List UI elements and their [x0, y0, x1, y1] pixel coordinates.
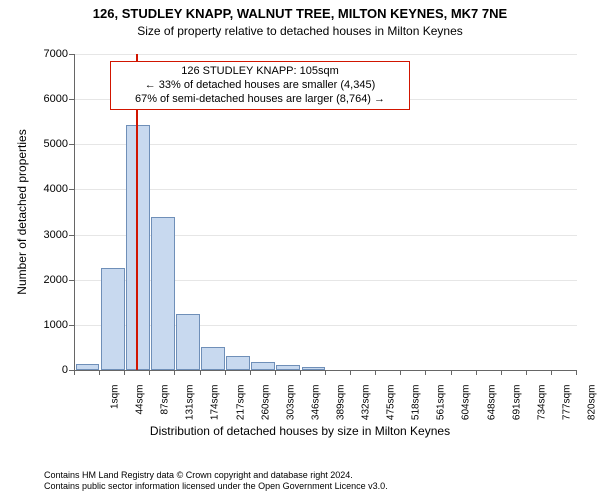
histogram-bar [76, 364, 100, 370]
y-axis-label: Number of detached properties [15, 129, 29, 294]
y-tick [69, 189, 74, 190]
x-tick [250, 370, 251, 375]
annotation-line: 126 STUDLEY KNAPP: 105sqm [117, 65, 403, 79]
histogram-bar [176, 314, 200, 370]
y-tick [69, 99, 74, 100]
y-tick-label: 7000 [44, 48, 68, 60]
x-tick [425, 370, 426, 375]
x-tick [350, 370, 351, 375]
chart-title-line1: 126, STUDLEY KNAPP, WALNUT TREE, MILTON … [0, 6, 600, 21]
y-tick-label: 0 [62, 364, 68, 376]
histogram-bar [101, 268, 125, 370]
x-tick-label: 44sqm [135, 385, 146, 429]
y-tick-label: 5000 [44, 138, 68, 150]
x-tick-label: 691sqm [511, 385, 522, 429]
y-tick [69, 144, 74, 145]
x-tick [526, 370, 527, 375]
x-tick-label: 648sqm [486, 385, 497, 429]
x-tick [476, 370, 477, 375]
y-tick-label: 1000 [44, 319, 68, 331]
x-tick [400, 370, 401, 375]
x-tick-label: 432sqm [361, 385, 372, 429]
annotation-box: 126 STUDLEY KNAPP: 105sqm← 33% of detach… [110, 61, 410, 110]
x-tick-label: 217sqm [235, 385, 246, 429]
credits-text: Contains HM Land Registry data © Crown c… [44, 470, 388, 493]
y-tick-label: 6000 [44, 93, 68, 105]
histogram-bar [201, 347, 225, 370]
x-tick-label: 604sqm [461, 385, 472, 429]
x-tick-label: 475sqm [386, 385, 397, 429]
x-tick [149, 370, 150, 375]
x-tick-label: 518sqm [411, 385, 422, 429]
x-tick-label: 561sqm [436, 385, 447, 429]
histogram-bar [151, 217, 175, 370]
x-tick [375, 370, 376, 375]
histogram-bar [302, 367, 326, 370]
annotation-line: 67% of semi-detached houses are larger (… [117, 93, 403, 107]
x-tick [74, 370, 75, 375]
x-tick-label: 131sqm [185, 385, 196, 429]
y-tick [69, 280, 74, 281]
x-tick [275, 370, 276, 375]
chart-title-line2: Size of property relative to detached ho… [0, 24, 600, 38]
y-tick-label: 3000 [44, 229, 68, 241]
annotation-line: ← 33% of detached houses are smaller (4,… [117, 79, 403, 93]
x-tick [174, 370, 175, 375]
y-tick [69, 54, 74, 55]
x-tick-label: 389sqm [335, 385, 346, 429]
x-tick-label: 820sqm [586, 385, 597, 429]
x-tick [576, 370, 577, 375]
x-tick [300, 370, 301, 375]
gridline [75, 189, 577, 190]
gridline [75, 144, 577, 145]
x-tick-label: 174sqm [210, 385, 221, 429]
histogram-bar [251, 362, 275, 370]
gridline [75, 54, 577, 55]
y-tick-label: 4000 [44, 183, 68, 195]
x-tick [325, 370, 326, 375]
credits-line: Contains HM Land Registry data © Crown c… [44, 470, 388, 481]
x-tick-label: 260sqm [260, 385, 271, 429]
x-tick-label: 303sqm [285, 385, 296, 429]
y-tick-label: 2000 [44, 274, 68, 286]
x-tick [200, 370, 201, 375]
histogram-bar [226, 356, 250, 370]
x-tick [551, 370, 552, 375]
x-tick [99, 370, 100, 375]
histogram-bar [126, 125, 150, 370]
x-tick-label: 346sqm [310, 385, 321, 429]
x-tick [451, 370, 452, 375]
x-tick-label: 734sqm [536, 385, 547, 429]
x-tick-label: 777sqm [561, 385, 572, 429]
x-tick [225, 370, 226, 375]
histogram-bar [276, 365, 300, 370]
y-tick [69, 325, 74, 326]
credits-line: Contains public sector information licen… [44, 481, 388, 492]
x-tick [501, 370, 502, 375]
x-axis-label: Distribution of detached houses by size … [0, 424, 600, 438]
x-tick-label: 1sqm [110, 385, 121, 429]
chart-container: 126, STUDLEY KNAPP, WALNUT TREE, MILTON … [0, 0, 600, 500]
x-tick-label: 87sqm [160, 385, 171, 429]
y-tick [69, 235, 74, 236]
x-tick [124, 370, 125, 375]
